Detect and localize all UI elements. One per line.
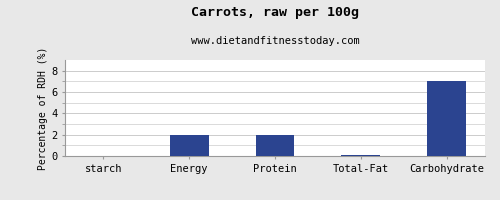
Bar — [170, 135, 208, 156]
Text: www.dietandfitnesstoday.com: www.dietandfitnesstoday.com — [190, 36, 360, 46]
Bar — [256, 135, 294, 156]
Text: Carrots, raw per 100g: Carrots, raw per 100g — [191, 6, 359, 19]
Bar — [342, 155, 380, 156]
Y-axis label: Percentage of RDH (%): Percentage of RDH (%) — [38, 46, 48, 170]
Bar — [428, 81, 466, 156]
